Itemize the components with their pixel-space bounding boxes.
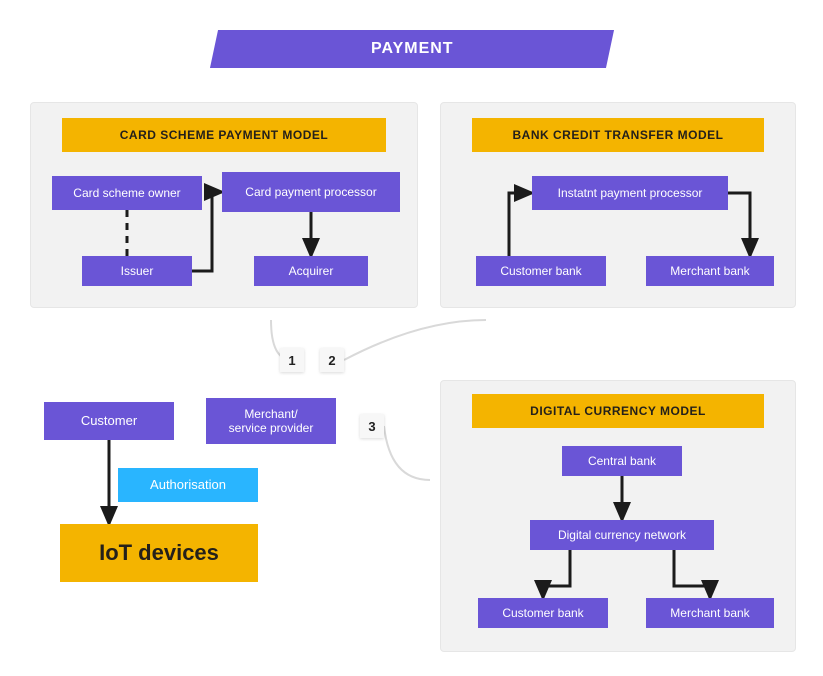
node-ipp: Instatnt payment processor [532, 176, 728, 210]
badge-b1: 1 [280, 348, 304, 372]
badge-label: 3 [368, 419, 375, 434]
node-cbank: Customer bank [476, 256, 606, 286]
node-label: Card payment processor [245, 185, 376, 199]
node-auth: Authorisation [118, 468, 258, 502]
node-label: Acquirer [289, 264, 334, 278]
node-label: IoT devices [99, 540, 219, 566]
panel-header-label: CARD SCHEME PAYMENT MODEL [120, 128, 329, 142]
panel-header-h-card: CARD SCHEME PAYMENT MODEL [62, 118, 386, 152]
node-label: Customer [81, 413, 137, 429]
node-label: Issuer [121, 264, 154, 278]
title-banner-label: PAYMENT [371, 40, 454, 58]
node-merchant: Merchant/ service provider [206, 398, 336, 444]
node-label: Central bank [588, 454, 656, 468]
node-label: Digital currency network [558, 528, 686, 542]
node-label: Customer bank [502, 606, 583, 620]
panel-header-label: BANK CREDIT TRANSFER MODEL [513, 128, 724, 142]
node-label: Customer bank [500, 264, 581, 278]
edge-curve2 [344, 320, 486, 360]
node-acquirer: Acquirer [254, 256, 368, 286]
node-mbank2: Merchant bank [646, 598, 774, 628]
badge-b2: 2 [320, 348, 344, 372]
node-label: Instatnt payment processor [558, 186, 703, 200]
panel-header-label: DIGITAL CURRENCY MODEL [530, 404, 706, 418]
badge-b3: 3 [360, 414, 384, 438]
panel-header-h-digital: DIGITAL CURRENCY MODEL [472, 394, 764, 428]
node-label: Merchant bank [670, 606, 749, 620]
node-central: Central bank [562, 446, 682, 476]
node-label: Authorisation [150, 477, 226, 493]
node-iot: IoT devices [60, 524, 258, 582]
node-label: Card scheme owner [73, 186, 180, 200]
panel-header-h-bank: BANK CREDIT TRANSFER MODEL [472, 118, 764, 152]
node-cbank2: Customer bank [478, 598, 608, 628]
edge-curve3 [384, 426, 430, 480]
node-customer: Customer [44, 402, 174, 440]
badge-label: 2 [328, 353, 335, 368]
node-issuer: Issuer [82, 256, 192, 286]
title-banner: PAYMENT [210, 30, 614, 68]
node-cso: Card scheme owner [52, 176, 202, 210]
node-label: Merchant bank [670, 264, 749, 278]
node-label: Merchant/ service provider [229, 407, 314, 436]
badge-label: 1 [288, 353, 295, 368]
node-dcn: Digital currency network [530, 520, 714, 550]
node-mbank: Merchant bank [646, 256, 774, 286]
node-cpp: Card payment processor [222, 172, 400, 212]
